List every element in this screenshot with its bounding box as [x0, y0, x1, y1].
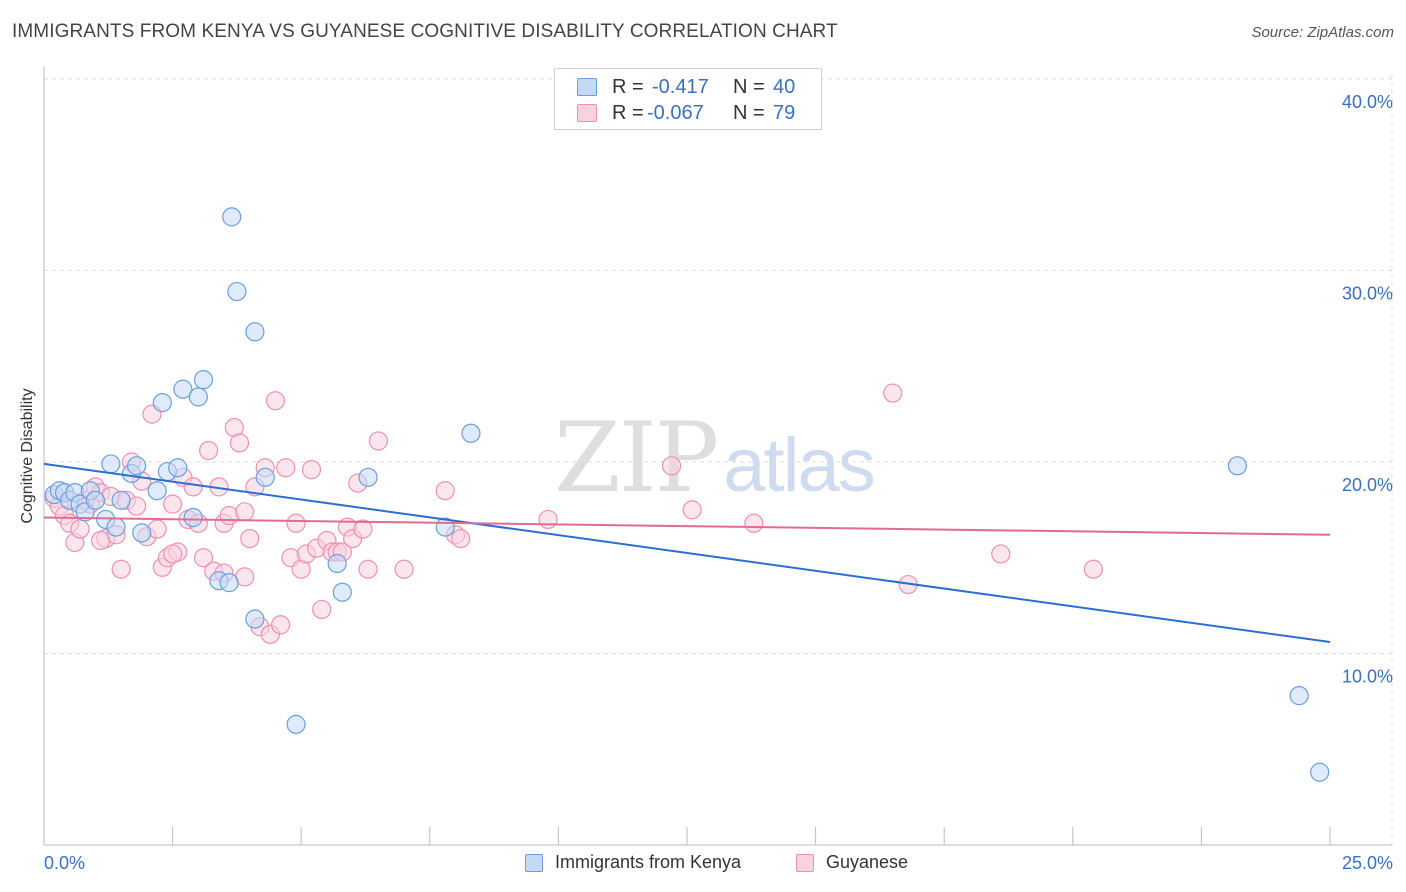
kenya-point [327, 553, 347, 574]
guyanese-points [44, 383, 1103, 644]
kenya-point [132, 523, 152, 543]
guyanese-point [744, 513, 764, 533]
guyanese-point [883, 383, 903, 403]
guyanese-point [235, 502, 255, 522]
legend-r-label: R = [612, 101, 644, 124]
kenya-points [44, 207, 1330, 782]
chart-title: IMMIGRANTS FROM KENYA VS GUYANESE COGNIT… [12, 21, 838, 42]
kenya-point [461, 423, 481, 443]
legend-label-guyanese: Guyanese [826, 852, 909, 872]
guyanese-point [394, 559, 414, 579]
guyanese-point [90, 530, 111, 551]
kenya-point [126, 456, 147, 476]
kenya-point [219, 573, 239, 593]
guyanese-point [358, 559, 378, 579]
series-legend: Immigrants from Kenya Guyanese [0, 852, 1406, 878]
guyanese-point [229, 433, 250, 453]
kenya-point [85, 490, 106, 510]
guyanese-point [301, 460, 322, 480]
trend-lines [43, 462, 1331, 644]
legend-r-label: R = [612, 75, 644, 98]
guyanese-point [286, 513, 306, 533]
x-tick-label-min: 0.0% [44, 853, 85, 873]
y-tick-label: 10.0% [1342, 667, 1393, 687]
guyanese-point [312, 599, 332, 620]
legend-row-kenya: R = -0.417 N = 40 [555, 74, 823, 100]
y-tick-label: 20.0% [1342, 475, 1393, 495]
guyanese-point [193, 548, 214, 568]
guyanese-point [368, 431, 388, 451]
guyanese-point [111, 559, 131, 579]
guyanese-point [538, 509, 558, 530]
tick-labels: 10.0% 20.0% 30.0% 40.0% 0.0% 25.0% [44, 92, 1393, 873]
legend-item-kenya[interactable]: Immigrants from Kenya [525, 852, 741, 873]
kenya-point [152, 393, 172, 413]
stats-legend: R = -0.417 N = 40 R = -0.067 N = 79 [554, 68, 822, 130]
legend-n-label: N = [733, 75, 765, 98]
kenya-point [183, 507, 203, 528]
guyanese-point [199, 440, 219, 461]
guyanese-point [265, 391, 286, 411]
guyanese-point [276, 458, 296, 478]
guyanese-trend-line [43, 516, 1331, 536]
legend-swatch-pink [577, 104, 597, 122]
y-tick-label: 30.0% [1342, 284, 1393, 304]
y-tick-label: 40.0% [1342, 92, 1393, 112]
kenya-point [193, 370, 214, 390]
legend-row-guyanese: R = -0.067 N = 79 [555, 100, 823, 126]
source-label: Source: ZipAtlas.com [1251, 24, 1394, 41]
kenya-point [1310, 762, 1330, 782]
axes [43, 66, 1392, 846]
kenya-point [245, 609, 265, 629]
kenya-point [255, 467, 275, 487]
legend-n-value: 40 [773, 75, 796, 98]
kenya-point [358, 467, 378, 487]
x-tick-label-max: 25.0% [1342, 853, 1393, 873]
guyanese-point [661, 456, 682, 476]
legend-swatch-guyanese [796, 853, 814, 872]
y-axis-label: Cognitive Disability [19, 388, 36, 524]
guyanese-point [1083, 559, 1103, 579]
guyanese-point [991, 544, 1011, 564]
kenya-point [245, 322, 265, 342]
guyanese-point [163, 544, 183, 564]
kenya-point [227, 281, 247, 302]
legend-n-value: 79 [773, 101, 796, 124]
guyanese-point [240, 528, 260, 549]
legend-swatch-kenya [525, 853, 543, 872]
legend-label-kenya: Immigrants from Kenya [555, 852, 742, 872]
kenya-point [222, 207, 242, 227]
legend-swatch-blue [577, 78, 597, 96]
kenya-point [101, 454, 121, 474]
kenya-point [1289, 686, 1309, 706]
kenya-point [147, 481, 167, 501]
guyanese-point [451, 528, 471, 549]
legend-n-label: N = [733, 101, 765, 124]
guyanese-point [163, 494, 183, 514]
guyanese-point [183, 477, 203, 497]
guyanese-point [70, 519, 90, 539]
legend-r-value: -0.417 [652, 75, 709, 98]
guyanese-point [271, 615, 291, 635]
kenya-point [286, 714, 306, 734]
gridlines [44, 74, 1393, 845]
legend-item-guyanese[interactable]: Guyanese [796, 852, 908, 873]
guyanese-point [435, 481, 455, 501]
kenya-point [106, 517, 126, 537]
kenya-trend-line [43, 462, 1331, 644]
kenya-point [188, 387, 208, 407]
guyanese-point [682, 500, 702, 520]
guyanese-point [353, 519, 373, 539]
legend-r-value: -0.067 [647, 101, 704, 124]
kenya-point [173, 379, 193, 399]
kenya-point [168, 458, 188, 478]
kenya-point [1227, 456, 1248, 476]
kenya-point [111, 490, 131, 510]
kenya-point [332, 582, 352, 602]
